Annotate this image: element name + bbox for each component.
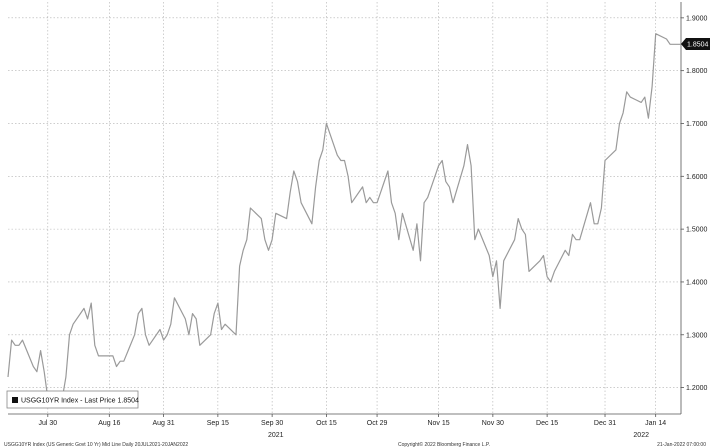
x-tick-label: Oct 29 xyxy=(367,420,388,427)
labels: 1.2000 1.3000 1.4000 1.5000 1.6000 1.7000 1.80… xyxy=(38,15,710,439)
y-tick-label: 1.6000 xyxy=(686,174,708,181)
x-tick-label: Sep 15 xyxy=(207,420,229,427)
x-tick-label: Aug 31 xyxy=(152,420,174,427)
x-tick-label: Dec 15 xyxy=(536,420,558,427)
x-tick-label: Sep 30 xyxy=(261,420,283,427)
year-label: 2022 xyxy=(633,432,649,439)
year-label: 2021 xyxy=(268,432,284,439)
y-tick-label: 1.2000 xyxy=(686,385,708,392)
last-price-box xyxy=(681,38,710,51)
y-tick-label: 1.7000 xyxy=(686,121,708,128)
legend-label: USGG10YR Index - Last Price 1.8504 xyxy=(21,398,139,405)
grid-lines xyxy=(8,2,681,414)
legend-swatch xyxy=(12,397,18,403)
y-tick-label: 1.3000 xyxy=(686,332,708,339)
footer-center: Copyright© 2022 Bloomberg Finance L.P. xyxy=(398,441,490,448)
x-tick-label: Jul 30 xyxy=(38,420,57,427)
footer-left: USGG10YR Index (US Generic Govt 10 Yr) M… xyxy=(4,442,188,448)
x-tick-label: Aug 16 xyxy=(98,420,120,427)
x-tick-label: Dec 31 xyxy=(594,420,616,427)
x-tick-label: Nov 15 xyxy=(427,420,449,427)
last-price-label: 1.8504 xyxy=(687,42,709,49)
x-tick-label: Jan 14 xyxy=(645,420,666,427)
x-tick-label: Oct 15 xyxy=(316,420,337,427)
y-tick-label: 1.5000 xyxy=(686,227,708,234)
series-layer xyxy=(7,33,681,404)
y-tick-label: 1.4000 xyxy=(686,279,708,286)
footer: USGG10YR Index (US Generic Govt 10 Yr) M… xyxy=(4,441,706,448)
legend-box xyxy=(6,390,139,409)
axes xyxy=(8,2,684,417)
series-line xyxy=(7,33,681,404)
footer-right: 21-Jan-2022 07:00:00 xyxy=(657,442,706,448)
x-tick-label: Nov 30 xyxy=(482,420,504,427)
y-tick-label: 1.9000 xyxy=(686,15,708,22)
legend: USGG10YR Index - Last Price 1.8504 xyxy=(6,390,139,409)
y-tick-label: 1.8000 xyxy=(686,68,708,75)
last-price-marker: 1.8504 xyxy=(681,38,710,51)
